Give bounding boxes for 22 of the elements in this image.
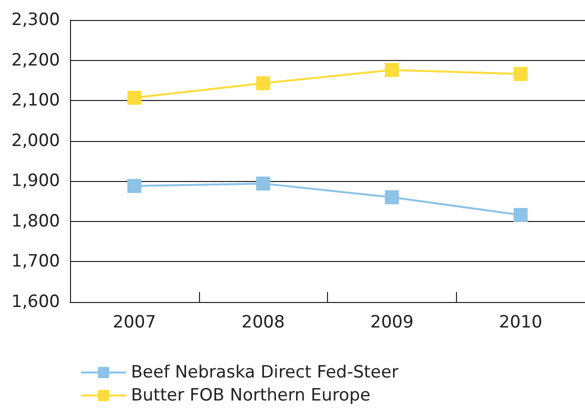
point: [256, 76, 270, 90]
point: [384, 62, 399, 77]
point: [256, 176, 270, 191]
point: [514, 208, 528, 222]
legend-label: Beef Nebraska Direct Fed-Steer: [131, 362, 398, 382]
x-tick-label: 2010: [498, 312, 542, 332]
point: [127, 178, 142, 193]
y-tick-label: 1,900: [11, 171, 60, 192]
x-tick-label: 2007: [112, 312, 156, 332]
point: [384, 190, 399, 204]
point: [514, 66, 528, 81]
y-tick-label: 2,100: [11, 90, 60, 111]
y-tick-label: 1,700: [11, 252, 60, 272]
y-tick-label: 2,200: [11, 50, 60, 70]
legend-label: Butter FOB Northern Europe: [131, 386, 371, 406]
y-tick-label: 1,800: [11, 211, 60, 232]
y-tick-label: 2,300: [11, 10, 60, 30]
x-tick-label: 2008: [241, 312, 285, 332]
y-tick-label: 2,000: [11, 130, 60, 151]
point: [127, 90, 142, 105]
y-tick-label: 1,600: [11, 292, 60, 312]
x-tick-label: 2009: [370, 312, 414, 332]
